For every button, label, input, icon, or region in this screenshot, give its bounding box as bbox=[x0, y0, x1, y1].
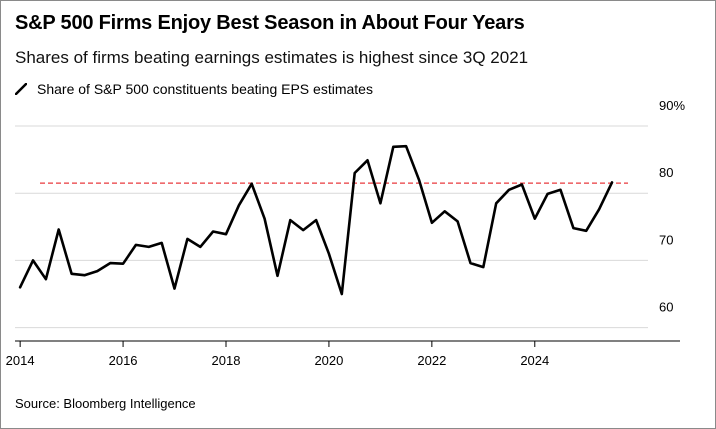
series-line bbox=[18, 144, 614, 296]
legend: Share of S&P 500 constituents beating EP… bbox=[15, 80, 373, 98]
y-tick-label: 70 bbox=[659, 232, 673, 247]
chart-title: S&P 500 Firms Enjoy Best Season in About… bbox=[15, 12, 525, 34]
series-layer bbox=[18, 144, 614, 296]
x-tick-label: 2016 bbox=[109, 353, 138, 368]
x-tick-label: 2022 bbox=[417, 353, 446, 368]
source-note: Source: Bloomberg Intelligence bbox=[15, 396, 196, 411]
y-tick-label: 60 bbox=[659, 300, 673, 315]
x-tick-label: 2024 bbox=[520, 353, 549, 368]
y-tick-label: 80 bbox=[659, 165, 673, 180]
x-tick-label: 2018 bbox=[212, 353, 241, 368]
legend-label: Share of S&P 500 constituents beating EP… bbox=[37, 81, 373, 97]
chart-subtitle: Shares of firms beating earnings estimat… bbox=[15, 48, 529, 67]
x-tick-label: 2014 bbox=[6, 353, 35, 368]
axis-layer bbox=[15, 340, 680, 347]
legend-line-icon bbox=[15, 83, 27, 95]
x-tick-label: 2020 bbox=[314, 353, 343, 368]
y-tick-label: 90% bbox=[659, 98, 685, 113]
tick-label-layer: 60 70 80 90% 2014 2016 2018 2020 2022 2024 bbox=[6, 98, 686, 368]
grid-layer bbox=[15, 125, 648, 329]
